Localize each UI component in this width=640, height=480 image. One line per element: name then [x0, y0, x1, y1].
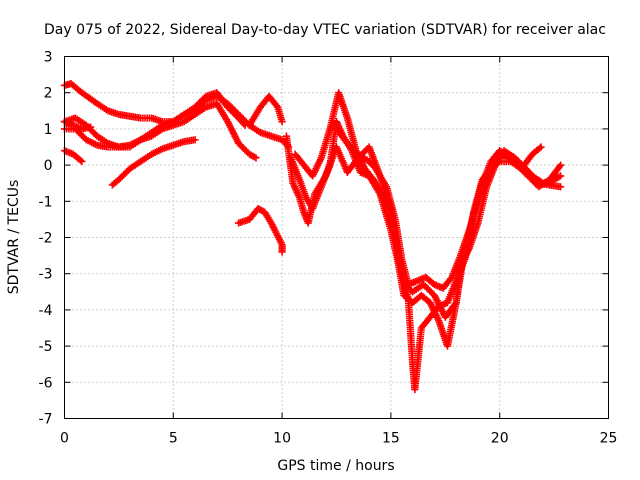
series-arc9 [282, 132, 565, 321]
x-tick-label: 0 [60, 431, 69, 447]
data-points [60, 80, 565, 394]
y-tick-label: 3 [44, 50, 53, 66]
y-tick-label: -6 [39, 375, 53, 391]
x-tick-label: 20 [491, 431, 509, 447]
x-axis-ticks: 0 5 10 15 20 25 [60, 56, 618, 447]
data-point [278, 248, 286, 256]
x-tick-label: 10 [273, 431, 291, 447]
y-axis-label: SDTVAR / TECUs [6, 180, 22, 295]
x-axis-label: GPS time / hours [277, 458, 394, 474]
series-arc5 [60, 118, 95, 133]
series-arc6 [108, 136, 199, 189]
y-tick-label: -1 [39, 194, 53, 210]
y-tick-label: 1 [44, 122, 53, 138]
y-tick-label: -4 [39, 303, 53, 319]
series-arc10 [287, 118, 565, 350]
y-tick-label: -7 [39, 412, 53, 428]
y-tick-label: 2 [44, 86, 53, 102]
y-tick-label: 0 [44, 158, 53, 174]
data-point [191, 136, 199, 144]
grid [64, 56, 609, 419]
data-point [76, 156, 85, 164]
data-point [537, 143, 545, 151]
x-tick-label: 5 [169, 431, 178, 447]
plot-frame [64, 56, 609, 419]
data-point [87, 123, 95, 131]
y-axis-ticks: -7 -6 -5 -4 -3 -2 -1 0 1 2 3 [39, 50, 609, 428]
x-tick-label: 25 [600, 431, 618, 447]
series-arc11 [291, 89, 545, 394]
series-arc12 [332, 125, 565, 292]
y-tick-label: -3 [39, 267, 53, 283]
data-point [557, 172, 565, 180]
y-tick-label: -2 [39, 231, 53, 247]
series-arc8 [245, 92, 286, 129]
y-tick-label: -5 [39, 339, 53, 355]
series-arc7 [234, 204, 286, 256]
x-tick-label: 15 [382, 431, 400, 447]
series-arc3 [60, 99, 260, 162]
chart-title: Day 075 of 2022, Sidereal Day-to-day VTE… [44, 22, 606, 38]
data-point [78, 157, 86, 166]
data-point [278, 118, 286, 126]
data-point [557, 161, 565, 169]
data-point [535, 144, 544, 152]
data-point [272, 102, 281, 110]
data-point [240, 120, 248, 128]
data-point [252, 154, 260, 162]
data-point [494, 159, 502, 167]
data-point [557, 183, 565, 191]
